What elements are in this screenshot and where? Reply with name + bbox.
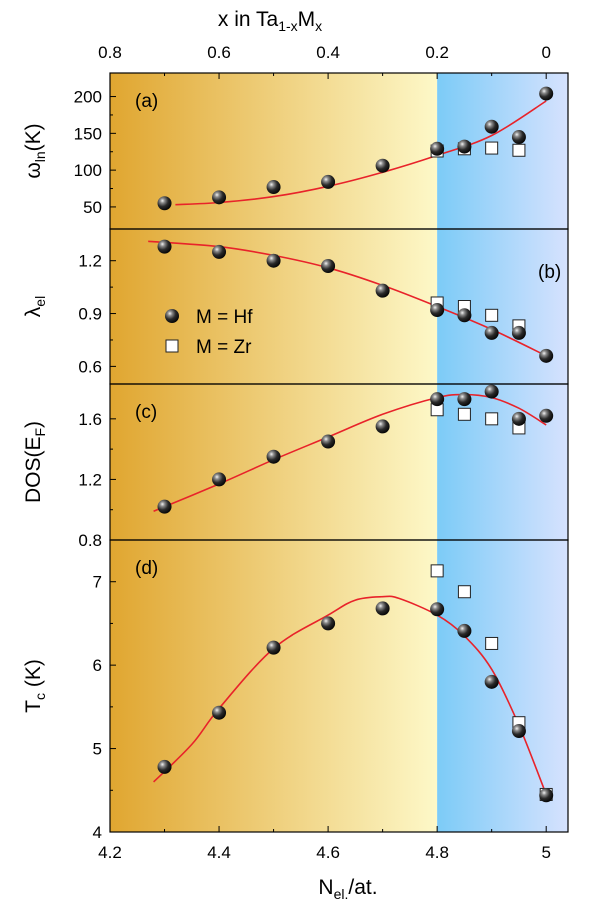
hf-point <box>375 601 390 616</box>
legend-hf-marker <box>165 309 179 323</box>
hf-point <box>157 239 172 254</box>
top-axis-label: x in Ta1-xMx <box>218 8 322 34</box>
zr-point <box>457 585 471 599</box>
panel-label-d: (d) <box>135 558 158 579</box>
hf-point <box>321 616 336 631</box>
top-tick-label: 0.6 <box>207 43 231 62</box>
panel-frame-d <box>109 539 569 833</box>
hf-point <box>157 759 172 774</box>
x-tick-label: 4.4 <box>207 843 231 862</box>
panel-a: 50 100 150 200 ωln(K) (a) <box>22 72 569 230</box>
legend-zr-label: M = Zr <box>196 337 252 358</box>
hf-point <box>212 190 227 205</box>
panel-label-a: (a) <box>135 91 158 112</box>
y-tick-label: 6 <box>93 656 102 675</box>
y-axis-label-b: λel <box>22 296 48 317</box>
y-tick-label: 1.6 <box>78 410 102 429</box>
hf-point <box>539 348 554 363</box>
x-tick-label: 4.2 <box>98 843 122 862</box>
y-tick-label: 0.9 <box>78 305 102 324</box>
background-right-region <box>437 73 568 832</box>
panel-label-b: (b) <box>538 262 561 283</box>
hf-point <box>266 180 281 195</box>
hf-point <box>511 411 526 426</box>
y-axis-label-d: Tc (K) <box>22 659 48 713</box>
hf-point <box>157 499 172 514</box>
top-tick-label: 0.8 <box>98 43 122 62</box>
hf-point <box>511 130 526 145</box>
hf-point <box>430 602 445 617</box>
y-tick-label: 0.6 <box>78 357 102 376</box>
y-tick-label: 0.8 <box>78 531 102 550</box>
hf-point <box>212 244 227 259</box>
zr-point <box>485 636 499 650</box>
top-tick-label: 0 <box>541 43 550 62</box>
zr-point <box>485 412 499 426</box>
panels: 50100150200ωln(K)(a)0.60.91.2λel(b)0.81.… <box>22 43 569 862</box>
hf-point <box>457 308 472 323</box>
x-tick-label: 4.6 <box>316 843 340 862</box>
hf-point <box>457 139 472 154</box>
top-tick-label: 0.2 <box>425 43 449 62</box>
hf-point <box>375 158 390 173</box>
hf-point <box>321 174 336 189</box>
fit-curve-a <box>175 100 547 206</box>
hf-point <box>375 283 390 298</box>
hf-point <box>457 392 472 407</box>
hf-point <box>375 419 390 434</box>
x-tick-label: 4.8 <box>425 843 449 862</box>
y-tick-label: 7 <box>93 573 102 592</box>
hf-point <box>212 705 227 720</box>
y-tick-label: 1.2 <box>78 252 102 271</box>
x-tick-label: 5 <box>541 843 550 862</box>
fit-curve-c <box>153 393 547 512</box>
y-tick-label: 100 <box>74 161 102 180</box>
hf-point <box>157 196 172 211</box>
panel-label-c: (c) <box>135 402 157 423</box>
hf-point <box>212 472 227 487</box>
legend-hf-label: M = Hf <box>196 307 253 328</box>
hf-point <box>484 325 499 340</box>
hf-point <box>430 392 445 407</box>
background-regions <box>110 73 568 832</box>
zr-point <box>430 564 444 578</box>
hf-point <box>539 408 554 423</box>
panel-c: 0.8 1.2 1.6 DOS(EF) (c) <box>22 383 569 550</box>
hf-point <box>511 325 526 340</box>
panel-d: 4 5 6 7 Tc (K) (d) <box>22 539 569 842</box>
hf-point <box>266 640 281 655</box>
y-tick-label: 200 <box>74 88 102 107</box>
zr-point <box>485 141 499 155</box>
bottom-axis-label: Nel./at. <box>318 876 377 902</box>
hf-point <box>539 788 554 803</box>
zr-point <box>485 308 499 322</box>
legend-zr-marker <box>165 339 179 353</box>
zr-point <box>457 407 471 421</box>
y-tick-label: 5 <box>93 740 102 759</box>
zr-point <box>512 143 526 157</box>
y-tick-label: 4 <box>93 823 102 842</box>
legend: M = Hf M = Zr <box>165 307 253 358</box>
hf-point <box>484 674 499 689</box>
y-tick-label: 150 <box>74 124 102 143</box>
y-axis-label-a: ωln(K) <box>22 123 48 178</box>
hf-point <box>430 141 445 156</box>
hf-point <box>539 86 554 101</box>
hf-point <box>457 623 472 638</box>
hf-point <box>321 434 336 449</box>
hf-point <box>266 449 281 464</box>
y-axis-label-c: DOS(EF) <box>22 421 48 503</box>
hf-point <box>484 384 499 399</box>
hf-point <box>484 119 499 134</box>
x-axes: 4.2 4.4 4.6 4.8 5 0.8 0.6 0.4 0.2 0 <box>98 43 551 862</box>
hf-point <box>511 724 526 739</box>
top-tick-label: 0.4 <box>316 43 340 62</box>
hf-point <box>321 258 336 273</box>
hf-point <box>266 253 281 268</box>
y-tick-label: 1.2 <box>78 470 102 489</box>
y-tick-label: 50 <box>83 198 102 217</box>
hf-point <box>430 303 445 318</box>
